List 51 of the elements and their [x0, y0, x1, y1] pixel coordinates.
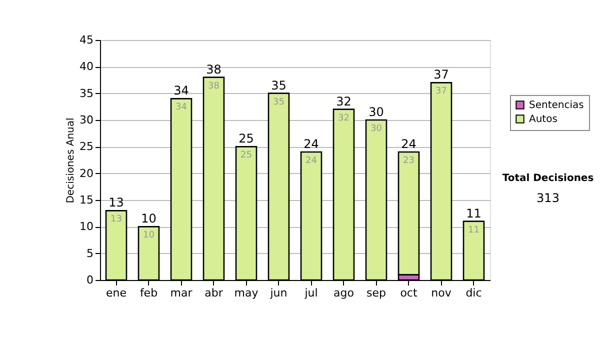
legend-label: Sentencias	[529, 100, 584, 111]
data-label: 35	[273, 97, 284, 108]
y-tick-label: 10	[80, 220, 94, 234]
x-tick-label: dic	[466, 286, 482, 300]
total-label: 37	[434, 68, 449, 82]
total-label: 38	[206, 62, 222, 76]
total-label: 11	[466, 206, 482, 220]
y-tick-label: 0	[86, 274, 94, 286]
data-label: 23	[403, 156, 414, 166]
y-tick-label: 35	[80, 86, 94, 100]
y-axis-title: Decisiones Anual	[66, 118, 77, 204]
total-label: 13	[108, 196, 124, 210]
x-tick-label: jul	[304, 286, 318, 300]
x-tick-label: ene	[106, 286, 127, 300]
total-label: 10	[141, 212, 156, 226]
x-tick-label: nov	[431, 286, 452, 300]
text: 313	[536, 191, 560, 205]
x-tick-label: may	[234, 286, 259, 300]
y-tick-label: 45	[80, 34, 94, 46]
data-label: 10	[143, 230, 155, 241]
data-label: 25	[240, 150, 252, 161]
data-label: 34	[176, 102, 188, 113]
total-label: 35	[271, 78, 286, 92]
y-tick-label: 40	[80, 60, 94, 74]
x-tick-label: abr	[204, 286, 224, 300]
total-label: 24	[401, 137, 416, 151]
text: Total Decisiones	[502, 173, 594, 184]
total-label: 25	[238, 132, 254, 146]
y-tick-label: 25	[80, 140, 94, 154]
x-tick-label: mar	[170, 286, 193, 300]
total-label: 24	[304, 137, 319, 151]
legend-label: Autos	[529, 114, 558, 125]
data-label: 13	[110, 214, 122, 225]
x-tick-label: jun	[269, 286, 288, 300]
y-tick-label: 30	[80, 114, 94, 126]
data-label: 37	[436, 86, 447, 97]
total-label: 34	[174, 84, 189, 98]
y-tick-label: 20	[80, 166, 94, 180]
total-label: 32	[336, 94, 352, 108]
data-label: 32	[338, 113, 350, 124]
x-tick-label: feb	[140, 286, 158, 300]
x-tick-label: sep	[366, 286, 386, 300]
y-tick-label: 15	[80, 194, 94, 206]
y-tick-label: 5	[86, 246, 94, 260]
data-label: 38	[208, 81, 220, 92]
total-label: 30	[368, 105, 384, 119]
x-tick-label: oct	[400, 286, 418, 300]
data-label: 11	[468, 225, 480, 236]
data-label: 30	[370, 124, 382, 134]
x-tick-label: ago	[334, 286, 354, 300]
data-label: 24	[306, 156, 318, 166]
